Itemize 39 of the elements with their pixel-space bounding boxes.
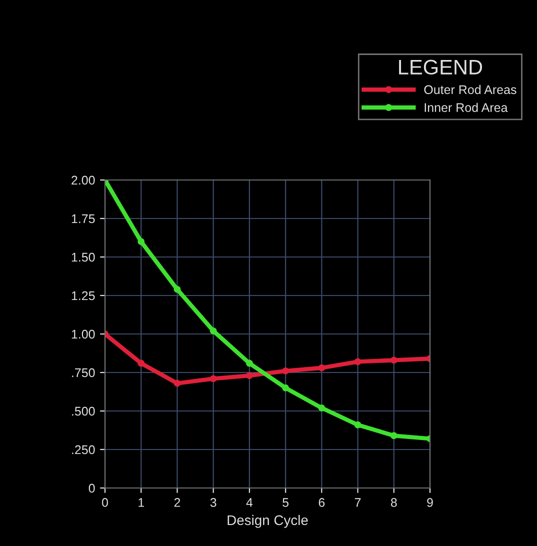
legend-label: Inner Rod Area (424, 102, 508, 112)
y-tick-label: 0 (88, 484, 95, 493)
x-tick-label: 6 (318, 498, 325, 507)
legend-title: LEGEND (399, 60, 482, 75)
point (282, 367, 290, 374)
x-axis-title: Design Cycle (228, 514, 308, 528)
point (210, 375, 217, 382)
point (354, 421, 362, 428)
point (174, 380, 181, 387)
point (246, 360, 253, 367)
x-tick-label: 5 (282, 498, 289, 507)
point (246, 372, 253, 380)
point (174, 286, 181, 293)
x-tick-label: 4 (246, 498, 253, 507)
point (138, 238, 145, 246)
point (318, 404, 326, 412)
point (354, 358, 362, 366)
point (138, 360, 145, 367)
point (282, 384, 290, 392)
y-tick-label: .250 (72, 445, 95, 454)
x-tick-label: 0 (102, 498, 108, 507)
point (210, 327, 217, 334)
x-tick-label: 9 (427, 498, 433, 507)
y-tick-label: 1.25 (72, 291, 95, 300)
point (390, 356, 398, 364)
x-tick-label: 3 (210, 498, 216, 507)
point (390, 432, 398, 440)
x-tick-label: 7 (354, 498, 361, 507)
x-tick-label: 8 (390, 498, 397, 507)
x-tick-label: 2 (174, 498, 180, 507)
legend-label: Outer Rod Areas (424, 84, 516, 94)
x-tick-label: 1 (138, 498, 144, 507)
y-tick-label: 2.00 (72, 176, 95, 185)
y-tick-label: 1.50 (72, 252, 95, 262)
y-tick-label: .750 (72, 368, 95, 378)
y-tick-label: 1.75 (72, 214, 95, 224)
y-tick-label: .500 (72, 406, 95, 416)
point (318, 364, 326, 372)
y-tick-label: 1.00 (72, 330, 95, 339)
